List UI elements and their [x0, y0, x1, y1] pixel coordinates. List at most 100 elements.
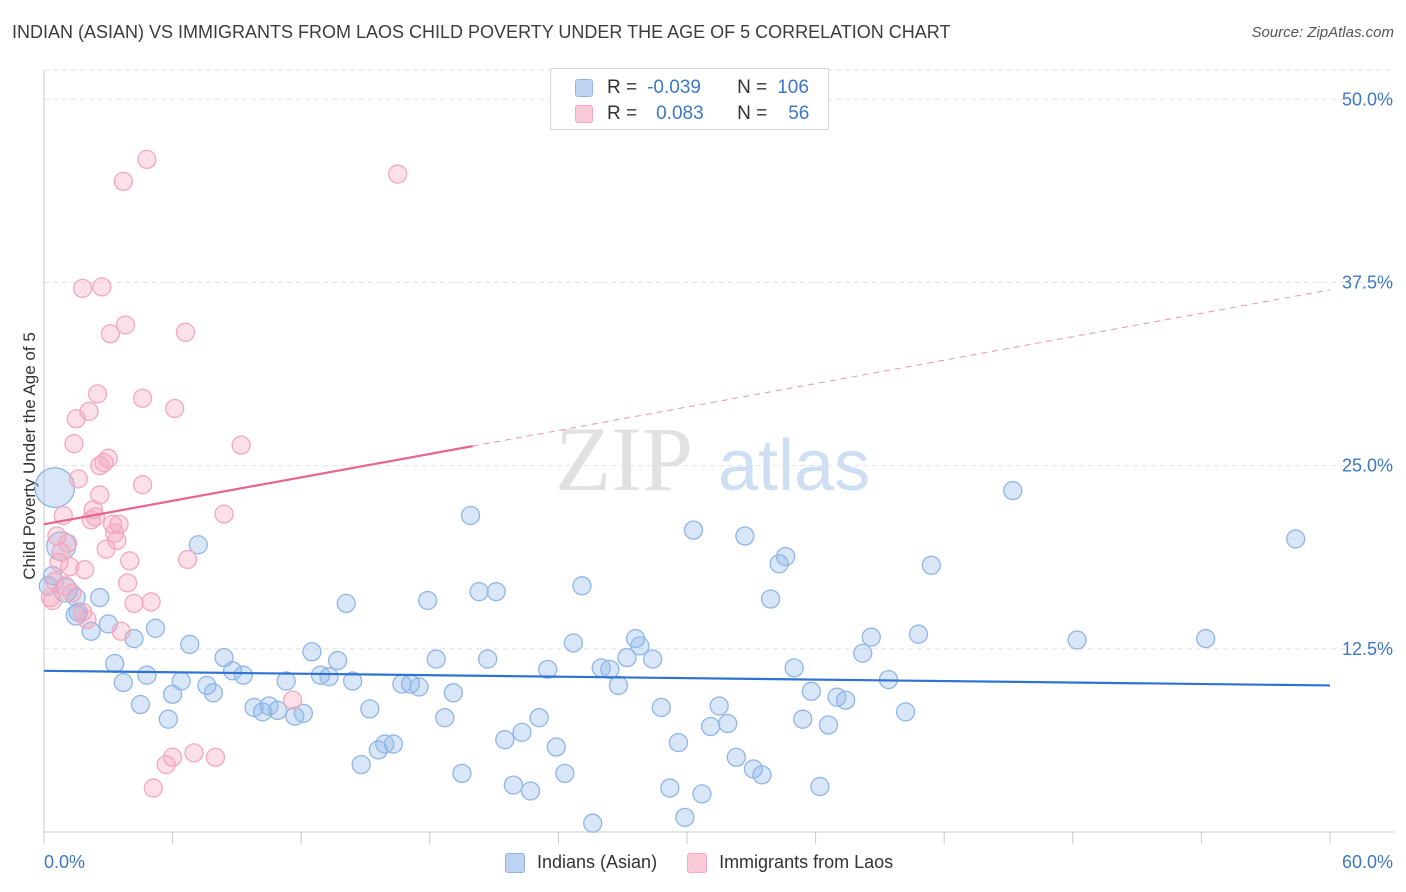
watermark-zip: ZIP — [555, 408, 693, 510]
point-laos — [105, 523, 125, 543]
legend-n-value: 106 — [777, 77, 809, 98]
point-indians — [34, 467, 76, 509]
point-indians — [651, 697, 671, 718]
point-laos — [141, 592, 161, 612]
point-indians — [520, 781, 541, 801]
point-indians — [895, 702, 916, 722]
legend-swatch-pink — [575, 105, 593, 123]
point-indians — [90, 587, 110, 608]
point-indians — [105, 653, 125, 674]
point-laos — [64, 434, 84, 454]
point-laos — [45, 571, 65, 592]
trend-lines — [43, 289, 1331, 687]
point-indians — [460, 505, 481, 526]
point-indians — [675, 807, 695, 827]
legend-r-label: R = — [607, 77, 638, 98]
series-legend-item-indians: Indians (Asian) — [505, 852, 657, 873]
point-indians — [818, 715, 839, 735]
point-laos — [109, 514, 129, 534]
point-laos — [113, 171, 133, 192]
point-indians — [319, 667, 339, 687]
point-indians — [469, 582, 489, 602]
series-legend-label: Immigrants from Laos — [719, 852, 894, 872]
point-indians — [486, 582, 506, 602]
watermark: ZIP atlas — [555, 408, 870, 510]
point-indians — [495, 730, 515, 750]
point-laos — [55, 576, 76, 596]
point-indians — [360, 699, 380, 719]
point-indians — [921, 555, 941, 575]
point-indians — [726, 747, 746, 767]
y-tick-label: 50.0% — [1342, 89, 1393, 109]
point-indians — [735, 526, 755, 546]
point-laos — [205, 747, 226, 767]
point-indians — [529, 708, 549, 728]
point-indians — [81, 621, 101, 641]
x-tick-label: 60.0% — [1342, 852, 1393, 872]
point-laos — [60, 557, 80, 577]
point-indians — [130, 694, 151, 715]
point-indians — [700, 716, 721, 737]
point-indians — [1196, 628, 1216, 649]
point-indians — [145, 618, 166, 638]
point-indians — [608, 675, 629, 696]
series-legend: Indians (Asian) Immigrants from Laos — [505, 852, 923, 873]
point-indians — [683, 520, 704, 540]
point-laos — [62, 583, 82, 603]
point-laos — [72, 278, 93, 298]
point-indians — [861, 627, 881, 647]
point-indians — [583, 813, 603, 833]
point-laos — [107, 530, 127, 551]
y-tick-label: 37.5% — [1342, 272, 1393, 292]
legend-r-value: -0.039 — [647, 77, 701, 98]
point-laos — [75, 560, 95, 580]
point-laos — [231, 435, 251, 455]
watermark-atlas: atlas — [718, 426, 870, 506]
point-indians — [203, 683, 223, 703]
series-legend-label: Indians (Asian) — [537, 852, 658, 872]
point-laos — [79, 401, 99, 422]
point-indians — [452, 763, 472, 784]
series-swatch-pink — [687, 852, 708, 873]
point-laos — [47, 526, 67, 546]
point-indians — [853, 643, 873, 663]
point-indians — [538, 659, 558, 679]
point-indians — [113, 672, 133, 693]
source-label: Source: ZipAtlas.com — [1251, 24, 1394, 41]
point-laos — [132, 388, 153, 408]
point-laos — [124, 593, 144, 614]
point-laos — [100, 324, 121, 344]
point-indians — [546, 737, 566, 757]
point-indians — [188, 535, 208, 555]
point-indians — [233, 665, 253, 685]
point-laos — [177, 549, 198, 570]
point-indians — [760, 589, 781, 609]
point-indians — [668, 732, 689, 753]
point-indians — [801, 681, 821, 701]
point-laos — [42, 590, 63, 611]
point-indians — [617, 647, 637, 668]
point-laos — [90, 485, 110, 505]
trend-line-laos — [43, 445, 473, 526]
trend-line-indians — [43, 669, 1331, 687]
point-laos — [137, 149, 157, 170]
axes — [43, 70, 1394, 844]
point-laos — [184, 743, 204, 763]
point-indians — [351, 754, 371, 775]
point-indians — [784, 658, 804, 678]
tick-labels: 12.5% 25.0% 37.5% 50.0% 0.0% 60.0% — [44, 89, 1393, 872]
point-indians — [660, 778, 680, 798]
point-indians — [692, 784, 712, 804]
data-points — [34, 149, 1306, 833]
point-indians — [435, 708, 455, 728]
point-indians — [572, 576, 592, 596]
point-laos — [387, 164, 408, 184]
point-indians — [600, 659, 620, 679]
point-laos — [162, 747, 183, 767]
point-laos — [77, 609, 97, 630]
point-indians — [267, 700, 288, 721]
point-indians — [293, 703, 313, 723]
point-laos — [115, 315, 136, 335]
point-indians — [336, 593, 356, 614]
